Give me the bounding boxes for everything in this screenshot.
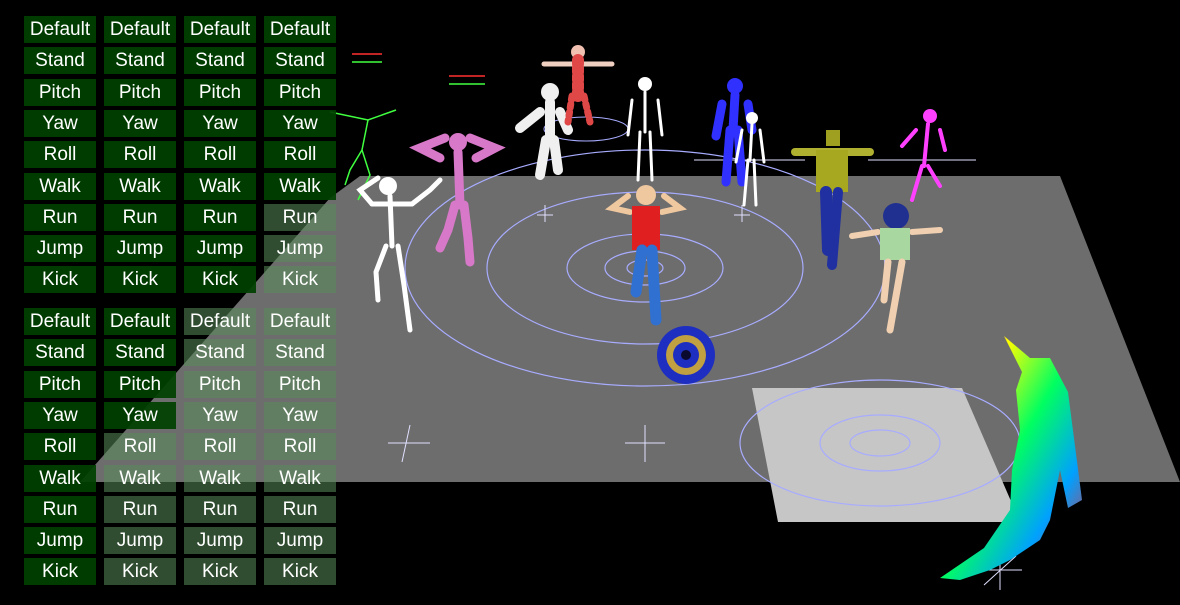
anim-button-roll[interactable]: Roll (104, 433, 176, 460)
anim-button-stand[interactable]: Stand (104, 339, 176, 366)
anim-button-run[interactable]: Run (104, 496, 176, 523)
white-figure (515, 83, 573, 180)
anim-button-yaw[interactable]: Yaw (264, 110, 336, 137)
anim-button-default[interactable]: Default (184, 308, 256, 335)
anim-button-pitch[interactable]: Pitch (24, 371, 96, 398)
anim-button-jump[interactable]: Jump (264, 527, 336, 554)
anim-button-yaw[interactable]: Yaw (184, 110, 256, 137)
anim-button-run[interactable]: Run (24, 496, 96, 523)
right-rings (739, 379, 1021, 507)
anim-button-jump[interactable]: Jump (24, 527, 96, 554)
anim-button-pitch[interactable]: Pitch (104, 371, 176, 398)
anim-button-jump[interactable]: Jump (184, 527, 256, 554)
anim-button-kick[interactable]: Kick (104, 558, 176, 585)
anim-button-default[interactable]: Default (104, 308, 176, 335)
anime-character (849, 203, 943, 334)
skeleton-front-left (356, 175, 443, 333)
skeleton-back (626, 77, 664, 182)
anim-button-roll[interactable]: Roll (24, 141, 96, 168)
anim-button-roll[interactable]: Roll (184, 141, 256, 168)
anim-button-jump[interactable]: Jump (184, 235, 256, 262)
anim-button-roll[interactable]: Roll (104, 141, 176, 168)
yellow-robot (791, 130, 874, 270)
anim-button-stand[interactable]: Stand (184, 47, 256, 74)
anim-button-default[interactable]: Default (184, 16, 256, 43)
anim-button-pitch[interactable]: Pitch (264, 371, 336, 398)
anim-button-roll[interactable]: Roll (184, 433, 256, 460)
anim-button-yaw[interactable]: Yaw (24, 402, 96, 429)
anim-button-pitch[interactable]: Pitch (184, 79, 256, 106)
anim-button-yaw[interactable]: Yaw (264, 402, 336, 429)
anim-button-stand[interactable]: Stand (264, 339, 336, 366)
anim-button-run[interactable]: Run (24, 204, 96, 231)
anim-button-kick[interactable]: Kick (264, 558, 336, 585)
anim-button-roll[interactable]: Roll (264, 433, 336, 460)
anim-button-roll[interactable]: Roll (24, 433, 96, 460)
anim-button-walk[interactable]: Walk (184, 173, 256, 200)
red-shirt-character (604, 185, 688, 326)
anim-button-pitch[interactable]: Pitch (184, 371, 256, 398)
anim-button-stand[interactable]: Stand (24, 47, 96, 74)
anim-button-default[interactable]: Default (264, 308, 336, 335)
magenta-skeleton (900, 109, 947, 202)
anim-button-kick[interactable]: Kick (104, 266, 176, 293)
blue-figure (711, 78, 757, 187)
anim-button-yaw[interactable]: Yaw (104, 110, 176, 137)
anim-button-kick[interactable]: Kick (184, 558, 256, 585)
striped-figure (541, 45, 615, 126)
anim-button-run[interactable]: Run (104, 204, 176, 231)
anim-button-default[interactable]: Default (24, 308, 96, 335)
anim-button-kick[interactable]: Kick (184, 266, 256, 293)
anim-button-kick[interactable]: Kick (24, 558, 96, 585)
anim-button-run[interactable]: Run (184, 204, 256, 231)
anim-button-walk[interactable]: Walk (264, 465, 336, 492)
anim-button-yaw[interactable]: Yaw (104, 402, 176, 429)
anim-button-jump[interactable]: Jump (104, 527, 176, 554)
anim-button-run[interactable]: Run (264, 496, 336, 523)
anim-button-walk[interactable]: Walk (184, 465, 256, 492)
anim-button-pitch[interactable]: Pitch (264, 79, 336, 106)
anim-button-pitch[interactable]: Pitch (24, 79, 96, 106)
anim-button-walk[interactable]: Walk (264, 173, 336, 200)
anim-button-walk[interactable]: Walk (104, 465, 176, 492)
anim-button-run[interactable]: Run (264, 204, 336, 231)
anim-button-default[interactable]: Default (104, 16, 176, 43)
anim-button-walk[interactable]: Walk (24, 465, 96, 492)
anim-button-yaw[interactable]: Yaw (184, 402, 256, 429)
anim-button-jump[interactable]: Jump (104, 235, 176, 262)
anim-button-walk[interactable]: Walk (104, 173, 176, 200)
anim-button-kick[interactable]: Kick (264, 266, 336, 293)
anim-button-walk[interactable]: Walk (24, 173, 96, 200)
anim-button-roll[interactable]: Roll (264, 141, 336, 168)
anim-button-stand[interactable]: Stand (104, 47, 176, 74)
anim-button-run[interactable]: Run (184, 496, 256, 523)
anim-button-stand[interactable]: Stand (24, 339, 96, 366)
anim-button-stand[interactable]: Stand (184, 339, 256, 366)
skeleton-small (734, 112, 766, 207)
floor-lit-patch (752, 388, 1020, 522)
anim-button-stand[interactable]: Stand (264, 47, 336, 74)
anim-button-jump[interactable]: Jump (264, 235, 336, 262)
anim-button-pitch[interactable]: Pitch (104, 79, 176, 106)
anim-button-yaw[interactable]: Yaw (24, 110, 96, 137)
anim-button-kick[interactable]: Kick (24, 266, 96, 293)
target-marker[interactable] (657, 326, 715, 384)
anim-button-default[interactable]: Default (24, 16, 96, 43)
anim-button-jump[interactable]: Jump (24, 235, 96, 262)
anim-button-default[interactable]: Default (264, 16, 336, 43)
rainbow-figure (940, 336, 1082, 580)
pink-figure (409, 133, 506, 267)
